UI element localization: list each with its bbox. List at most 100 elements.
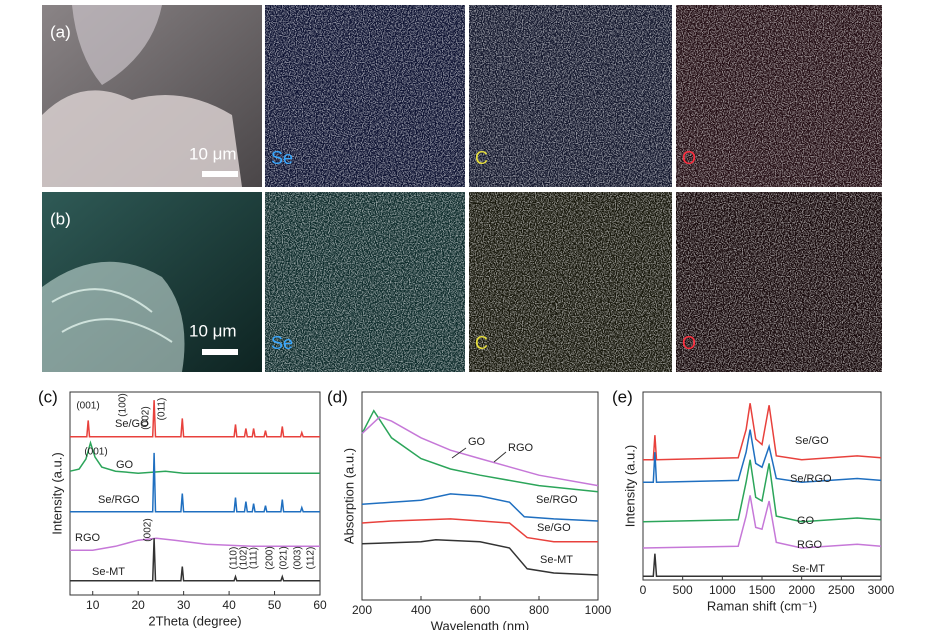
x-tick-label: 0: [640, 583, 647, 597]
x-tick-label: 10: [86, 598, 100, 612]
x-tick-label: 3000: [868, 583, 895, 597]
series-line: [70, 452, 320, 513]
peak-label: (102): [239, 546, 250, 569]
scale-bar-label: 10 μm: [189, 144, 237, 163]
eds-noise: [265, 5, 465, 187]
x-tick-label: 30: [177, 598, 191, 612]
series-line: [642, 495, 882, 549]
element-label: O: [682, 333, 696, 353]
peak-label: (100): [118, 393, 129, 416]
series-label: Se/GO: [537, 522, 571, 534]
x-tick-label: 1000: [585, 603, 612, 617]
y-axis-label: Intensity (a.u.): [49, 452, 64, 534]
peak-label: (200): [265, 546, 276, 569]
eds-noise: [469, 5, 672, 187]
series-line: [70, 537, 320, 552]
series-line: [361, 409, 599, 493]
x-tick-label: 1000: [709, 583, 736, 597]
eds-dots: [676, 192, 882, 372]
peak-label: (002): [143, 518, 154, 541]
element-label: C: [475, 148, 488, 168]
series-line: [361, 518, 598, 543]
series-label: Se-MT: [540, 554, 573, 566]
x-tick-label: 400: [411, 603, 431, 617]
series-label: RGO: [508, 442, 534, 454]
x-tick-label: 1500: [749, 583, 776, 597]
x-tick-label: 20: [132, 598, 146, 612]
peak-label: (003): [293, 546, 304, 569]
x-tick-label: 40: [222, 598, 236, 612]
peak-label: (112): [306, 547, 317, 570]
plot-frame: [69, 391, 321, 596]
label-pointer: [493, 451, 507, 463]
series-line: [361, 493, 599, 522]
series-line: [70, 400, 320, 438]
peak-label: (001): [76, 401, 99, 412]
x-tick-label: 600: [470, 603, 490, 617]
series-label: GO: [468, 436, 486, 448]
x-tick-label: 2000: [788, 583, 815, 597]
series-line: [643, 429, 882, 483]
peak-label: (021): [279, 546, 290, 569]
y-axis-label: Absorption (a.u.): [341, 448, 356, 544]
eds-noise: [265, 192, 465, 372]
sem-wrinkle: [51, 288, 173, 343]
charts: (c) 10 20 30 40 50 60 2Theta (degree) Intensity …: [38, 387, 895, 630]
series-label: RGO: [75, 532, 101, 544]
scale-bar: [202, 349, 238, 355]
sem-flake: [42, 90, 242, 187]
series-label: Se-MT: [92, 566, 125, 578]
series-line: [361, 538, 599, 576]
eds-dots: [265, 192, 465, 372]
element-label: Se: [271, 148, 293, 168]
image-panels: (a) 10 μm Se C O (b) 10 μm Se C O: [42, 5, 882, 372]
series-line: [642, 459, 882, 523]
eds-dots: [265, 5, 465, 187]
y-axis-label: Intensity (a.u.): [622, 445, 637, 527]
series-label: GO: [116, 459, 134, 471]
series-label: Se/GO: [115, 418, 149, 430]
eds-dots: [469, 192, 672, 372]
peak-label: (111): [249, 547, 260, 569]
eds-noise: [676, 192, 882, 372]
series-line: [69, 440, 320, 474]
peak-label: (001): [84, 447, 107, 458]
panel-label: (e): [612, 387, 633, 406]
series-line: [361, 416, 599, 487]
sem-flake: [42, 261, 185, 372]
series-line: [643, 403, 882, 461]
element-label: Se: [271, 333, 293, 353]
eds-noise: [676, 5, 882, 187]
series-label: Se-MT: [792, 563, 825, 575]
series-label: RGO: [797, 539, 823, 551]
scale-bar: [202, 171, 238, 177]
panel-label: (b): [50, 209, 71, 228]
x-tick-label: 800: [529, 603, 549, 617]
x-tick-label: 50: [268, 598, 282, 612]
eds-dots: [676, 5, 882, 187]
element-label: O: [682, 148, 696, 168]
panel-label: (d): [327, 387, 348, 406]
eds-dots: [469, 5, 672, 187]
peak-label: (002): [141, 406, 152, 429]
scale-bar-label: 10 μm: [189, 321, 237, 340]
label-pointer: [451, 447, 467, 459]
peak-label: (011): [157, 398, 168, 421]
panel-label: (c): [38, 387, 58, 406]
x-tick-label: 500: [673, 583, 693, 597]
eds-noise: [469, 192, 672, 372]
series-label: Se/RGO: [98, 494, 140, 506]
x-tick-label: 2500: [828, 583, 855, 597]
series-label: GO: [797, 515, 815, 527]
panel-label: (a): [50, 22, 71, 41]
series-line: [70, 538, 320, 582]
series-label: Se/RGO: [790, 473, 832, 485]
x-axis-label: Raman shift (cm⁻¹): [707, 598, 817, 613]
x-tick-label: 200: [352, 603, 372, 617]
plot-frame: [642, 391, 882, 581]
x-tick-label: 60: [313, 598, 327, 612]
x-axis-label: 2Theta (degree): [148, 613, 241, 628]
element-label: C: [475, 333, 488, 353]
x-axis-label: Wavelength (nm): [431, 618, 530, 630]
